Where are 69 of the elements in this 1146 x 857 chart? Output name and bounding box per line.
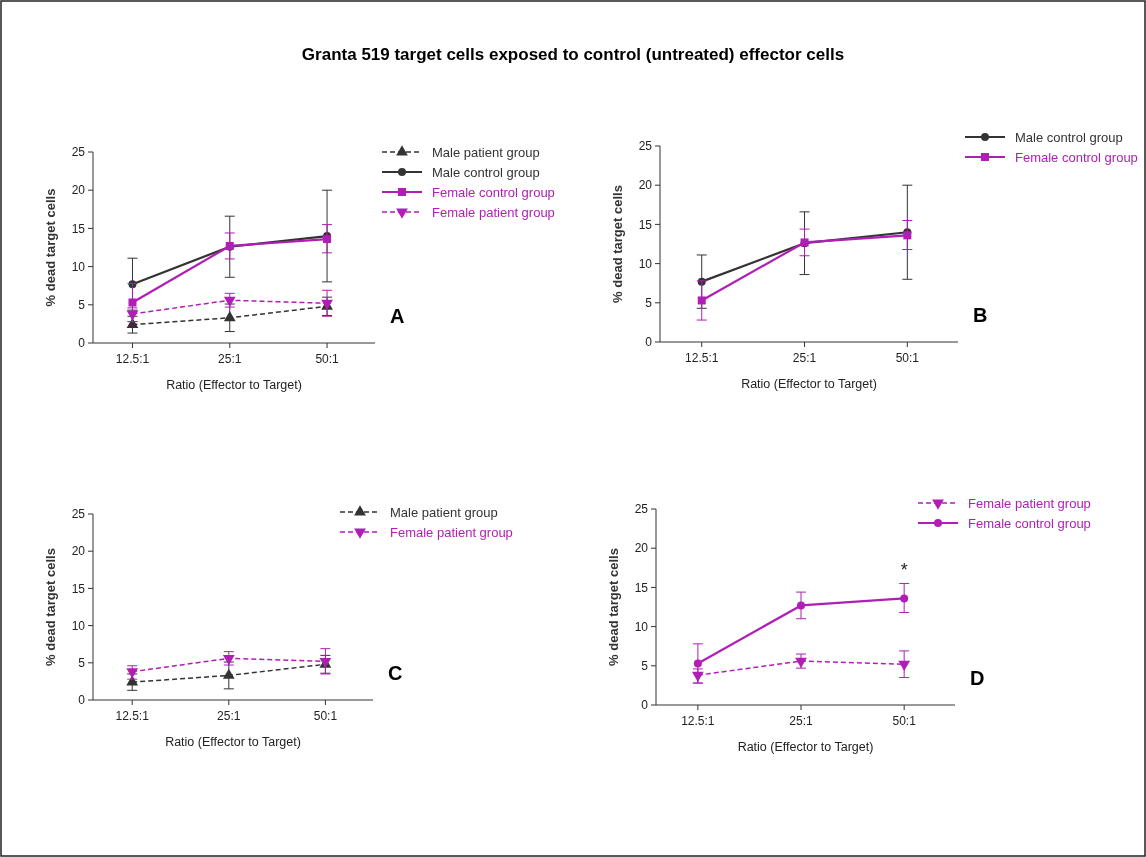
y-tick-label: 5 [645, 296, 653, 310]
x-tick-label: 25:1 [217, 709, 241, 723]
y-tick-label: 0 [78, 693, 86, 708]
legend-label: Female patient group [968, 495, 1091, 511]
legend-label: Female patient group [390, 524, 513, 540]
legend-label: Male control group [432, 164, 540, 180]
y-tick-label: 25 [634, 502, 649, 517]
x-tick-label: 50:1 [315, 352, 340, 366]
y-tick-label: 5 [78, 298, 86, 312]
y-tick-label: 10 [71, 618, 86, 633]
x-tick-label: 12.5:1 [115, 352, 150, 366]
y-tick-label: 20 [71, 544, 86, 559]
x-tick-label: 50:1 [895, 351, 920, 365]
legend-label: Male patient group [390, 504, 498, 520]
y-tick-label: 15 [638, 217, 653, 232]
y-tick-label: 20 [638, 178, 653, 193]
point [223, 310, 236, 322]
x-axis-title: Ratio (Effector to Target) [737, 740, 874, 754]
annotation: * [900, 559, 908, 580]
y-tick-label: 20 [71, 183, 86, 198]
x-tick-label: 12.5:1 [681, 714, 715, 728]
text: A [390, 305, 405, 327]
point [223, 296, 236, 308]
x-axis-title: Ratio (Effector to Target) [166, 378, 302, 392]
point [697, 296, 706, 305]
legend-label: Female control group [968, 515, 1091, 531]
y-tick-label: 0 [645, 335, 653, 350]
text: Granta 519 target cells exposed to control (untreated) effector cells [301, 45, 845, 64]
x-tick-label: 50:1 [313, 709, 338, 723]
x-tick-label: 25:1 [792, 351, 817, 365]
point [797, 601, 806, 610]
y-tick-label: 25 [71, 507, 86, 522]
legend-label: Female control group [1015, 149, 1138, 165]
x-tick-label: 12.5:1 [115, 709, 150, 723]
point [898, 660, 911, 672]
point [128, 298, 137, 307]
x-tick-label: 25:1 [218, 352, 242, 366]
y-tick-label: 20 [634, 541, 649, 556]
y-tick-label: 5 [78, 656, 86, 670]
legend-label: Female control group [432, 184, 555, 200]
text: D [970, 667, 985, 689]
text: C [388, 662, 403, 684]
point [693, 659, 702, 668]
point [795, 657, 807, 668]
text: B [973, 304, 988, 326]
y-tick-label: 25 [71, 145, 86, 160]
y-axis-title: % dead target cells [606, 548, 621, 666]
y-tick-label: 25 [638, 139, 653, 154]
y-axis-title: % dead target cells [43, 548, 58, 666]
point [900, 594, 909, 603]
x-axis-title: Ratio (Effector to Target) [741, 377, 877, 391]
y-tick-label: 10 [634, 619, 649, 634]
y-tick-label: 10 [71, 259, 86, 274]
y-tick-label: 15 [634, 580, 649, 595]
y-tick-label: 10 [638, 256, 653, 271]
y-tick-label: 0 [641, 698, 649, 713]
x-tick-label: 25:1 [789, 714, 814, 728]
y-tick-label: 5 [641, 659, 649, 673]
y-tick-label: 15 [71, 221, 86, 236]
legend-label: Male patient group [432, 144, 540, 160]
x-axis-title: Ratio (Effector to Target) [165, 735, 301, 749]
y-tick-label: 15 [71, 581, 86, 596]
y-tick-label: 0 [78, 336, 86, 351]
legend-label: Female patient group [432, 204, 555, 220]
y-axis-title: % dead target cells [610, 185, 625, 303]
x-tick-label: 12.5:1 [685, 351, 719, 365]
y-axis-title: % dead target cells [43, 188, 58, 307]
x-tick-label: 50:1 [892, 714, 917, 728]
legend-label: Male control group [1015, 129, 1123, 145]
